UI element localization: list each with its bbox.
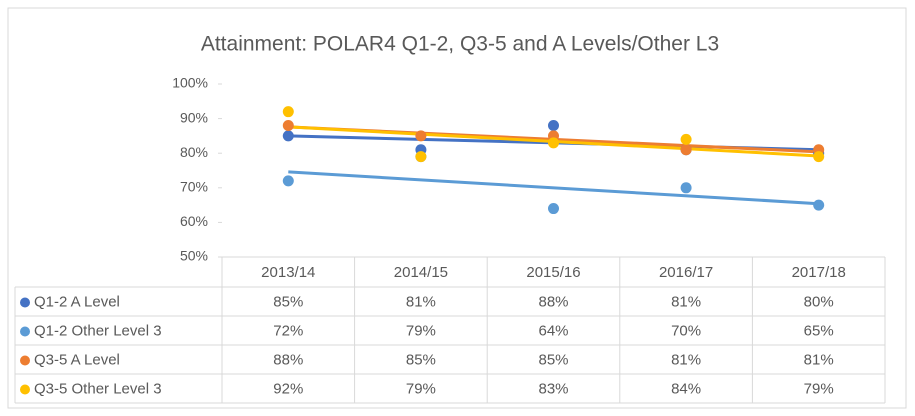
y-tick-label: 100% bbox=[172, 75, 208, 91]
legend-label: Q3-5 A Level bbox=[34, 351, 120, 368]
table-cell: 81% bbox=[406, 293, 436, 310]
point bbox=[282, 106, 294, 118]
point bbox=[680, 133, 692, 145]
table-cell: 81% bbox=[671, 351, 701, 368]
table-cell: 79% bbox=[804, 380, 834, 397]
point bbox=[282, 130, 294, 142]
table-cell: 65% bbox=[804, 322, 834, 339]
point bbox=[548, 203, 559, 215]
table-cell: 85% bbox=[538, 351, 568, 368]
table-cell: 88% bbox=[538, 293, 568, 310]
legend-label: Q1-2 A Level bbox=[34, 293, 120, 310]
x-tick-label: 2014/15 bbox=[394, 264, 448, 281]
table-cell: 64% bbox=[538, 322, 568, 339]
table-cell: 85% bbox=[273, 293, 303, 310]
x-tick-label: 2016/17 bbox=[659, 264, 713, 281]
legend-marker bbox=[20, 297, 30, 308]
point bbox=[548, 137, 559, 149]
y-tick-label: 90% bbox=[180, 109, 208, 125]
point bbox=[813, 199, 825, 211]
chart-border bbox=[7, 7, 907, 409]
table-cell: 85% bbox=[406, 351, 436, 368]
point bbox=[415, 130, 427, 142]
legend-label: Q1-2 Other Level 3 bbox=[34, 322, 162, 339]
legend-marker bbox=[20, 384, 30, 395]
point bbox=[548, 120, 559, 132]
table-cell: 84% bbox=[671, 380, 701, 397]
table-cell: 81% bbox=[804, 351, 834, 368]
legend-marker bbox=[20, 355, 30, 366]
point bbox=[680, 144, 692, 156]
point bbox=[680, 182, 692, 194]
table-cell: 79% bbox=[406, 322, 436, 339]
x-tick-label: 2013/14 bbox=[261, 264, 315, 281]
x-tick-label: 2015/16 bbox=[526, 264, 580, 281]
table-cell: 80% bbox=[804, 293, 834, 310]
y-tick-label: 50% bbox=[180, 248, 208, 264]
legend-label: Q3-5 Other Level 3 bbox=[34, 380, 162, 397]
table-cell: 70% bbox=[671, 322, 701, 339]
x-tick-label: 2017/18 bbox=[792, 264, 846, 281]
point bbox=[282, 175, 294, 187]
legend-marker bbox=[20, 326, 30, 337]
table-cell: 81% bbox=[671, 293, 701, 310]
point bbox=[813, 151, 825, 163]
table-cell: 92% bbox=[273, 380, 303, 397]
trendline bbox=[288, 170, 819, 206]
table-cell: 72% bbox=[273, 322, 303, 339]
y-tick-label: 70% bbox=[180, 179, 208, 195]
y-tick-label: 60% bbox=[180, 213, 208, 229]
point bbox=[282, 120, 294, 132]
table-cell: 79% bbox=[406, 380, 436, 397]
y-tick-label: 80% bbox=[180, 144, 208, 160]
point bbox=[415, 151, 427, 163]
table-cell: 88% bbox=[273, 351, 303, 368]
table-cell: 83% bbox=[538, 380, 568, 397]
chart-title: Attainment: POLAR4 Q1-2, Q3-5 and A Leve… bbox=[201, 33, 719, 56]
